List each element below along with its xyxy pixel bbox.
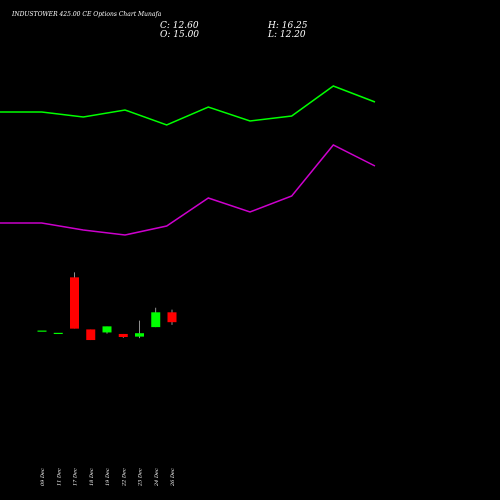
close-value: C: 12.60 <box>160 21 199 31</box>
x-axis-ticks: 09 Dec 11 Dec 17 Dec 18 Dec 19 Dec 22 Dec 23 D… <box>40 468 176 487</box>
x-tick-label: 24 Dec <box>154 468 160 487</box>
indicator-lines <box>0 85 376 236</box>
candle-body <box>37 330 47 332</box>
x-tick-label: 22 Dec <box>121 468 127 487</box>
x-tick-label: 26 Dec <box>170 468 176 487</box>
candle-body <box>118 333 128 337</box>
x-tick-label: 09 Dec <box>40 468 46 486</box>
indicator-line-1 <box>0 85 376 126</box>
candle-body <box>135 333 144 337</box>
x-tick-label: 17 Dec <box>73 468 79 486</box>
candlesticks <box>37 272 177 341</box>
candle-body <box>86 329 96 341</box>
candle-body <box>70 277 79 329</box>
open-value: O: 15.00 <box>160 30 199 40</box>
x-tick-label: 19 Dec <box>105 468 111 486</box>
x-tick-label: 23 Dec <box>138 468 144 487</box>
x-tick-label: 11 Dec <box>56 468 62 486</box>
candle-body <box>151 312 161 328</box>
low-value: L: 12.20 <box>267 30 306 40</box>
indicator-line-2 <box>0 144 376 236</box>
x-tick-label: 18 Dec <box>89 468 95 486</box>
candle-body <box>53 332 63 335</box>
candle-body <box>167 312 177 323</box>
chart-title: INDUSTOWER 425.00 CE Options Chart Munaf… <box>11 11 162 18</box>
candle-body <box>102 326 112 333</box>
high-value: H: 16.25 <box>267 21 308 31</box>
